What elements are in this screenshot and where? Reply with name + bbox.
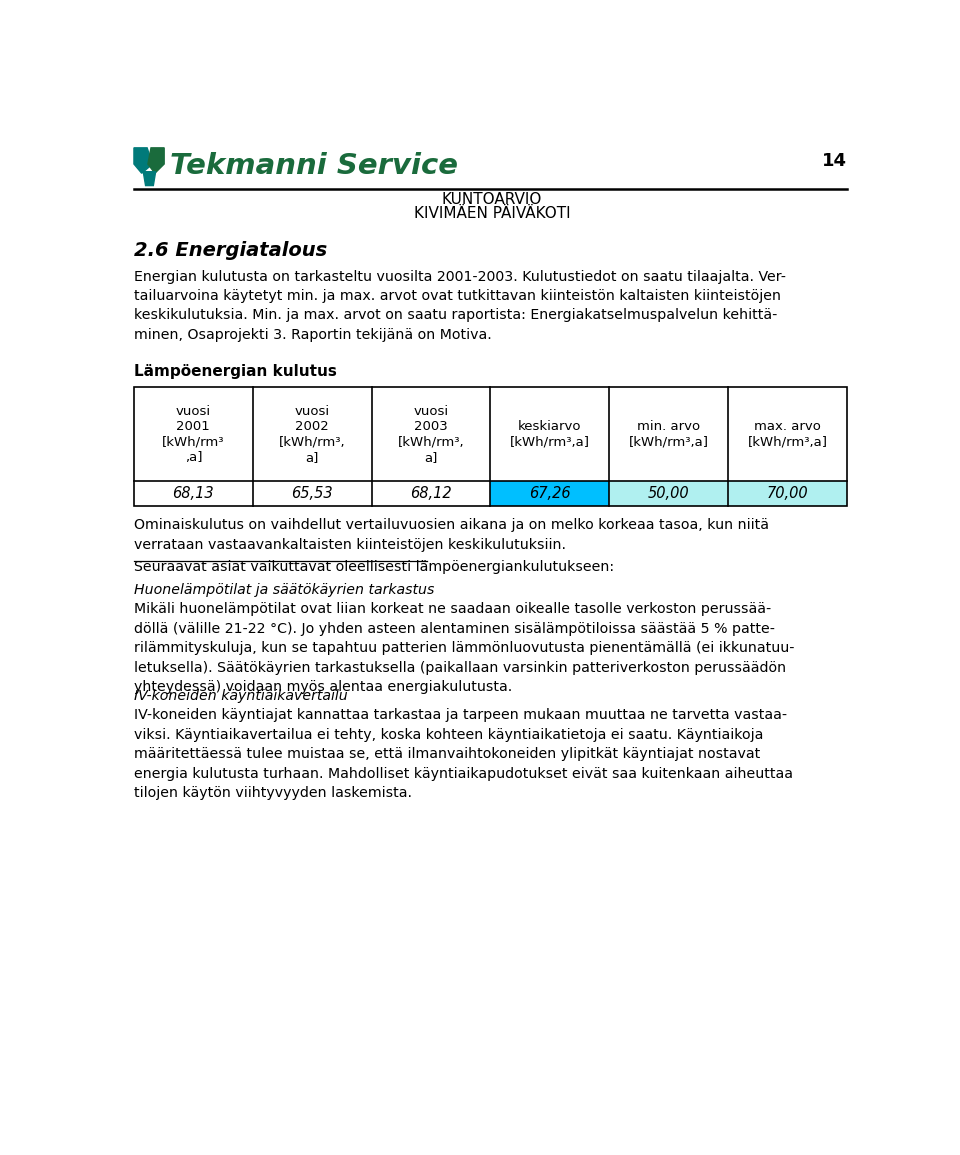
Text: IV-koneiden käyntiajat kannattaa tarkastaa ja tarpeen mukaan muuttaa ne tarvetta: IV-koneiden käyntiajat kannattaa tarkast… xyxy=(134,708,793,800)
Text: KUNTOARVIO: KUNTOARVIO xyxy=(442,192,542,207)
Bar xyxy=(134,387,847,506)
Text: min. arvo
[kWh/rm³,a]: min. arvo [kWh/rm³,a] xyxy=(629,420,708,448)
Text: vuosi
2001
[kWh/rm³
,a]: vuosi 2001 [kWh/rm³ ,a] xyxy=(162,404,225,464)
Text: 65,53: 65,53 xyxy=(292,486,333,501)
Text: keskiarvo
[kWh/rm³,a]: keskiarvo [kWh/rm³,a] xyxy=(510,420,589,448)
Text: vuosi
2003
[kWh/rm³,
a]: vuosi 2003 [kWh/rm³, a] xyxy=(397,404,465,464)
Text: Ominaiskulutus on vaihdellut vertailuvuosien aikana ja on melko korkeaa tasoa, k: Ominaiskulutus on vaihdellut vertailuvuo… xyxy=(134,519,769,552)
Text: 68,12: 68,12 xyxy=(410,486,452,501)
Polygon shape xyxy=(134,148,153,173)
Text: 14: 14 xyxy=(822,151,847,170)
Bar xyxy=(728,482,847,506)
Text: KIVIMÄEN PÄIVÄKOTI: KIVIMÄEN PÄIVÄKOTI xyxy=(414,206,570,221)
Text: 68,13: 68,13 xyxy=(173,486,214,501)
Bar xyxy=(610,482,728,506)
Text: Seuraavat asiat vaikuttavat oleellisesti lämpöenergiankulutukseen:: Seuraavat asiat vaikuttavat oleellisesti… xyxy=(134,560,614,574)
Text: 50,00: 50,00 xyxy=(648,486,689,501)
Text: max. arvo
[kWh/rm³,a]: max. arvo [kWh/rm³,a] xyxy=(748,420,828,448)
Text: 70,00: 70,00 xyxy=(767,486,808,501)
Text: 67,26: 67,26 xyxy=(529,486,570,501)
Text: vuosi
2002
[kWh/rm³,
a]: vuosi 2002 [kWh/rm³, a] xyxy=(279,404,346,464)
Text: Mikäli huonelämpötilat ovat liian korkeat ne saadaan oikealle tasolle verkoston : Mikäli huonelämpötilat ovat liian korkea… xyxy=(134,602,795,694)
Text: Lämpöenergian kulutus: Lämpöenergian kulutus xyxy=(134,364,337,379)
Text: IV-koneiden käyntiaikavertailu: IV-koneiden käyntiaikavertailu xyxy=(134,690,348,703)
Polygon shape xyxy=(148,148,164,173)
Text: 2.6 Energiatalous: 2.6 Energiatalous xyxy=(134,241,327,260)
Bar xyxy=(491,482,610,506)
Text: Energian kulutusta on tarkasteltu vuosilta 2001-2003. Kulutustiedot on saatu til: Energian kulutusta on tarkasteltu vuosil… xyxy=(134,269,786,342)
Polygon shape xyxy=(143,172,156,186)
Text: Huonelämpötilat ja säätökäyrien tarkastus: Huonelämpötilat ja säätökäyrien tarkastu… xyxy=(134,583,434,597)
Text: Tekmanni Service: Tekmanni Service xyxy=(170,151,458,179)
